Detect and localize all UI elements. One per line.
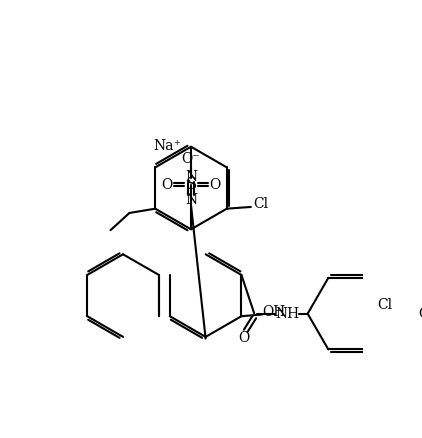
Text: O⁻: O⁻: [182, 152, 200, 166]
Text: O: O: [209, 177, 221, 191]
Text: N: N: [185, 193, 197, 207]
Text: O: O: [161, 177, 173, 191]
Text: Cl: Cl: [378, 298, 392, 312]
Text: Cl: Cl: [254, 198, 269, 212]
Text: O: O: [418, 307, 422, 321]
Text: NH: NH: [275, 307, 299, 321]
Text: N: N: [185, 170, 197, 184]
Text: S: S: [185, 176, 197, 193]
Text: OH: OH: [262, 305, 286, 319]
Text: O: O: [238, 331, 249, 345]
Text: Na⁺: Na⁺: [153, 139, 181, 153]
